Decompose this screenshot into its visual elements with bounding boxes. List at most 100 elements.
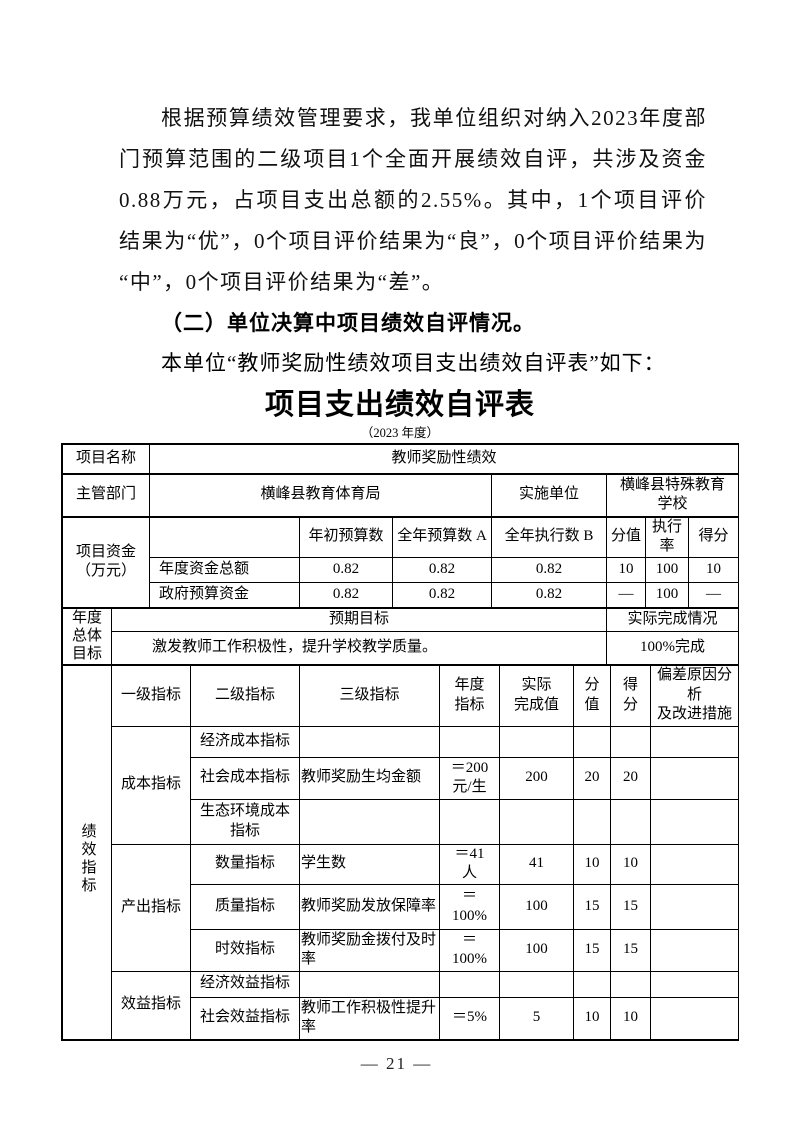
ind-l3: 教师奖励发放保障率 (299, 883, 440, 930)
funds-header-executed: 全年执行数 B (491, 516, 607, 558)
ind-actual: 200 (499, 756, 574, 800)
funds-cell: 0.82 (392, 581, 492, 608)
ind-l3 (299, 970, 440, 998)
table-row: 质量指标 教师奖励发放保障率 ＝ 100% 100 15 15 (63, 883, 739, 930)
ind-l3: 教师奖励生均金额 (299, 756, 440, 800)
table-row: 项目资金 （万元） 年初预算数 全年预算数 A 全年执行数 B 分值 执行率 得… (62, 516, 740, 608)
table-row: 项目名称 教师奖励性绩效 (62, 444, 740, 475)
table-row: 激发教师工作积极性，提升学校教学质量。 100%完成 (63, 630, 739, 665)
ind-note (650, 756, 739, 800)
ind-group-name: 成本指标 (111, 725, 191, 845)
table-title: 项目支出绩效自评表 (264, 389, 535, 421)
indicators-label: 绩效指标 (79, 822, 96, 895)
ind-note (650, 725, 739, 758)
ind-score (610, 798, 651, 845)
ind-score: 15 (610, 928, 651, 972)
indicators-label-cell: 绩效指标 (62, 664, 112, 1040)
ind-l2: 时效指标 (190, 928, 300, 972)
ind-actual (499, 725, 574, 758)
funds-cell: 10 (687, 556, 740, 583)
table-row: 年度 总体 目标 预期目标 实际完成情况 (62, 607, 739, 665)
ind-l3: 学生数 (299, 843, 440, 885)
ind-target: ＝200 元/生 (439, 756, 500, 800)
table-row: 社会效益指标 教师工作积极性提升 率 ＝5% 5 10 10 (63, 996, 739, 1040)
ind-weight: 20 (573, 756, 611, 800)
ind-note (650, 996, 739, 1040)
page-content: 根据预算绩效管理要求，我单位组织对纳入2023年度部门预算范围的二级项目1个全面… (61, 106, 740, 1073)
ind-l2: 数量指标 (190, 843, 300, 885)
funds-header-initial: 年初预算数 (299, 516, 393, 558)
impl-unit-value: 横峰县特殊教育 学校 (605, 473, 740, 518)
ind-note (650, 883, 739, 930)
table-row: 产出指标 数量指标 学生数 ＝41 人 41 10 10 (63, 843, 739, 972)
funds-cell: — (606, 581, 646, 608)
ind-l2: 经济成本指标 (190, 725, 300, 758)
ind-l3 (299, 798, 440, 845)
ind-target: ＝ 100% (439, 883, 500, 930)
ind-target: ＝41 人 (439, 843, 500, 885)
ind-score (610, 725, 651, 758)
funds-cell: — (687, 581, 740, 608)
ind-target (439, 970, 500, 998)
goal-expected-header: 预期目标 (111, 607, 607, 632)
ind-target: ＝ 100% (439, 928, 500, 972)
ind-header-actual: 实际 完成值 (499, 664, 574, 727)
funds-cell: 100 (645, 581, 689, 608)
ind-score: 20 (610, 756, 651, 800)
ind-actual: 100 (499, 928, 574, 972)
ind-l3: 教师奖励金拨付及时 率 (299, 928, 440, 972)
table-row: 时效指标 教师奖励金拨付及时 率 ＝ 100% 100 15 15 (63, 928, 739, 972)
ind-l2: 社会效益指标 (190, 996, 300, 1040)
intro-line: 本单位“教师奖励性绩效项目支出绩效自评表”如下： (161, 351, 666, 375)
funds-cell: 100 (645, 556, 689, 583)
ind-weight: 10 (573, 843, 611, 885)
table-row: 政府预算资金 0.82 0.82 0.82 — 100 — (63, 581, 740, 608)
funds-cell: 0.82 (491, 581, 607, 608)
project-name-label: 项目名称 (62, 444, 150, 475)
ind-weight: 15 (573, 883, 611, 930)
dept-value: 横峰县教育体育局 (149, 473, 492, 518)
funds-row-label: 年度资金总额 (149, 556, 300, 583)
goal-actual-header: 实际完成情况 (606, 607, 739, 632)
ind-note (650, 798, 739, 845)
funds-section: 项目名称 教师奖励性绩效 主管部门 横峰县教育体育局 实施单位 横峰县特殊教育 … (62, 444, 740, 608)
section-heading: （二）单位决算中项目绩效自评情况。 (161, 311, 535, 335)
funds-label: 项目资金 （万元） (62, 516, 150, 608)
funds-cell: 0.82 (299, 556, 393, 583)
ind-l2: 生态环境成本指标 (190, 798, 300, 845)
ind-score: 10 (610, 843, 651, 885)
goal-section: 年度 总体 目标 预期目标 实际完成情况 激发教师工作积极性，提升学校教学质量。… (62, 607, 739, 665)
funds-cell: 10 (606, 556, 646, 583)
funds-subheader-empty (149, 516, 300, 558)
ind-score (610, 970, 651, 998)
ind-header-weight: 分 值 (573, 664, 611, 727)
goal-actual-value: 100%完成 (606, 630, 739, 665)
ind-l2: 质量指标 (190, 883, 300, 930)
ind-l3: 教师工作积极性提升 率 (299, 996, 440, 1040)
table-subtitle: （2023 年度） (360, 426, 440, 440)
table-row: 绩效指标 一级指标 二级指标 三级指标 年度 指标 实际 完成值 分 值 得 分… (62, 664, 739, 1040)
ind-group-name: 产出指标 (111, 843, 191, 972)
funds-row-label: 政府预算资金 (149, 581, 300, 608)
self-eval-table: 项目名称 教师奖励性绩效 主管部门 横峰县教育体育局 实施单位 横峰县特殊教育 … (61, 443, 740, 1041)
table-row: 主管部门 横峰县教育体育局 实施单位 横峰县特殊教育 学校 (62, 473, 740, 518)
page-number: — 21 — (360, 1053, 433, 1073)
funds-header-rate: 执行率 (645, 516, 689, 558)
ind-note (650, 970, 739, 998)
ind-header-score: 得 分 (610, 664, 651, 727)
ind-l2: 经济效益指标 (190, 970, 300, 998)
ind-actual (499, 798, 574, 845)
project-name-value: 教师奖励性绩效 (148, 444, 740, 475)
funds-cell: 0.82 (392, 556, 492, 583)
ind-note (650, 843, 739, 885)
funds-cell: 0.82 (491, 556, 607, 583)
ind-header-l3: 三级指标 (299, 664, 440, 727)
ind-score: 15 (610, 883, 651, 930)
ind-header-note: 偏差原因分析 及改进措施 (650, 664, 739, 727)
ind-weight: 15 (573, 928, 611, 972)
ind-header-target: 年度 指标 (439, 664, 500, 727)
ind-weight: 10 (573, 996, 611, 1040)
ind-actual (499, 970, 574, 998)
funds-header-weight: 分值 (606, 516, 646, 558)
